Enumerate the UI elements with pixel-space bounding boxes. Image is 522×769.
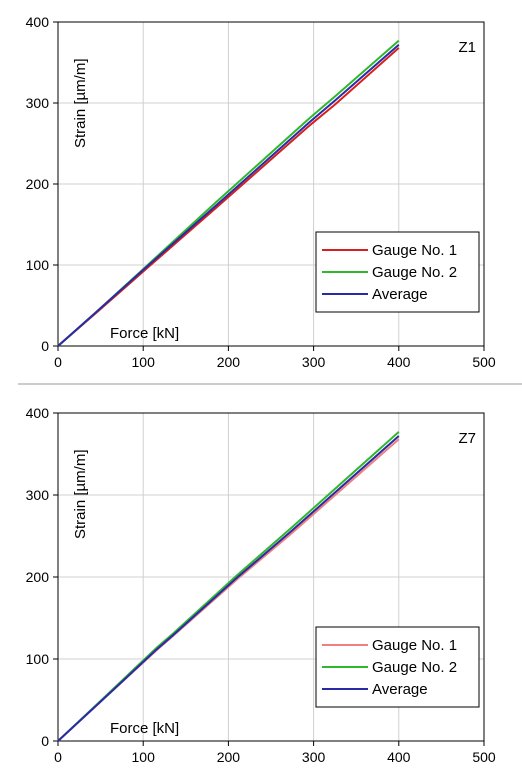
x-tick-label: 400	[387, 749, 411, 765]
legend-entry-2: Gauge No. 2	[372, 264, 457, 281]
x-tick-label: 100	[132, 354, 156, 370]
y-tick-label: 0	[41, 733, 49, 749]
y-axis-label: Strain [µm/m]	[72, 59, 89, 149]
y-axis-label: Strain [µm/m]	[72, 450, 89, 540]
x-tick-label: 500	[472, 749, 496, 765]
y-tick-label: 400	[26, 405, 50, 421]
y-tick-label: 200	[26, 569, 50, 585]
panel-label: Z1	[458, 39, 476, 56]
y-tick-label: 300	[26, 95, 50, 111]
x-tick-label: 200	[217, 354, 241, 370]
x-axis-label: Force [kN]	[110, 325, 179, 342]
panel-label: Z7	[458, 430, 476, 447]
y-tick-label: 0	[41, 338, 49, 354]
x-tick-label: 0	[54, 749, 62, 765]
x-tick-label: 400	[387, 354, 411, 370]
legend-entry-3: Average	[372, 286, 428, 303]
x-tick-label: 200	[217, 749, 241, 765]
legend-entry-3: Average	[372, 681, 428, 698]
x-tick-label: 100	[132, 749, 156, 765]
x-tick-label: 300	[302, 749, 326, 765]
legend-box	[315, 231, 480, 313]
chart-panel-z1: 0 100 200 300 400 500 0 100 200 300 400 Strain [µm/…	[26, 14, 496, 370]
x-tick-label: 500	[472, 354, 496, 370]
y-tick-label: 200	[26, 176, 50, 192]
y-tick-label: 300	[26, 487, 50, 503]
legend-entry-1: Gauge No. 1	[372, 637, 457, 654]
series-line-3	[57, 435, 400, 742]
x-axis-label: Force [kN]	[110, 720, 179, 737]
chart-panel-z7: 0 100 200 300 400 500 0 100 200 300 400 Strain [µm/…	[26, 405, 496, 765]
y-tick-label: 100	[26, 651, 50, 667]
legend-entry-1: Gauge No. 1	[372, 242, 457, 259]
legend-entry-2: Gauge No. 2	[372, 659, 457, 676]
x-tick-label: 300	[302, 354, 326, 370]
series-line-3	[57, 43, 400, 347]
y-tick-label: 400	[26, 14, 50, 30]
x-tick-label: 0	[54, 354, 62, 370]
y-tick-label: 100	[26, 257, 50, 273]
